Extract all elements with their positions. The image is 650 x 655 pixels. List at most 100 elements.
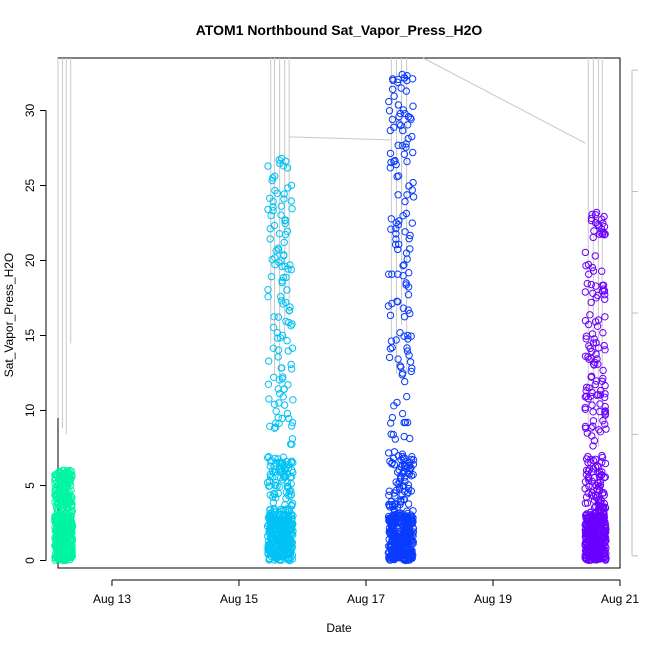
data-point [266, 520, 275, 529]
data-point [401, 197, 409, 206]
data-point [288, 520, 297, 529]
data-point [592, 339, 600, 347]
series-4 [581, 208, 610, 564]
data-point [60, 516, 69, 525]
data-point [402, 249, 411, 257]
data-point [404, 283, 413, 291]
data-point [602, 544, 610, 552]
data-point [265, 477, 273, 485]
data-point [581, 248, 590, 257]
x-tick-label: Aug 13 [93, 592, 131, 606]
data-point [401, 377, 409, 386]
series-3 [384, 70, 418, 565]
data-point [264, 380, 273, 388]
data-point [403, 191, 411, 199]
data-point [397, 455, 405, 464]
data-point [286, 492, 294, 500]
data-point [402, 279, 410, 287]
data-point [278, 364, 286, 372]
data-point [394, 355, 402, 363]
data-point [404, 331, 412, 340]
data-point [407, 367, 415, 376]
data-point [587, 372, 596, 380]
data-point [276, 292, 285, 301]
data-point [409, 148, 417, 157]
data-point [408, 219, 416, 227]
data-point [397, 463, 406, 471]
y-tick-label: 10 [23, 404, 37, 418]
data-point [399, 212, 407, 220]
y-tick-label: 0 [23, 557, 37, 564]
data-point [585, 553, 594, 561]
data-point [271, 261, 279, 269]
data-point [601, 408, 609, 416]
data-point [597, 543, 605, 552]
data-point [269, 344, 277, 352]
data-point [402, 87, 410, 95]
data-point [61, 489, 70, 497]
data-point [582, 530, 590, 539]
data-point [288, 205, 296, 213]
data-point [390, 402, 398, 410]
data-point [391, 435, 399, 443]
data-point [269, 207, 277, 215]
data-point [277, 202, 285, 210]
data-point [283, 337, 291, 345]
data-point [399, 304, 408, 312]
data-point [394, 298, 402, 306]
data-point [391, 156, 399, 165]
data-point [388, 85, 397, 94]
data-point [591, 380, 599, 389]
data-point [287, 197, 295, 205]
data-point [596, 400, 604, 408]
data-point [280, 385, 288, 394]
right-tick-label: 200 [647, 60, 650, 80]
data-point [53, 471, 62, 480]
data-point [386, 164, 394, 172]
data-point [274, 313, 283, 321]
data-point [271, 481, 279, 489]
data-point [388, 270, 396, 278]
data-point [588, 401, 596, 409]
data-point [395, 120, 403, 128]
data-point [601, 459, 610, 468]
data-point [276, 474, 285, 482]
data-point [408, 364, 416, 372]
data-point [600, 287, 609, 295]
data-point [406, 358, 415, 366]
data-point [275, 547, 283, 555]
data-point [59, 512, 67, 521]
data-point [406, 245, 414, 253]
series-1 [51, 466, 77, 565]
data-point [399, 126, 407, 135]
data-point [388, 459, 396, 467]
data-point [268, 467, 277, 475]
data-point [287, 365, 296, 373]
data-point [277, 526, 285, 534]
data-point [398, 461, 407, 469]
data-point [283, 515, 292, 524]
axes: 0 5 10 15 20 25 30 Aug 13 Aug 15 Aug 17 Aug 19 Aug … [23, 60, 650, 606]
data-point [279, 273, 288, 282]
data-point [265, 395, 273, 403]
data-point [388, 515, 396, 523]
x-axis-label: Date [326, 621, 352, 635]
pressure-connector [422, 57, 586, 144]
data-point [588, 517, 596, 525]
data-point [582, 511, 590, 520]
data-point [596, 507, 604, 516]
data-point [264, 549, 272, 558]
data-point [589, 289, 597, 297]
data-point [281, 219, 289, 228]
data-point [274, 353, 282, 361]
data-point [403, 418, 412, 427]
data-point [582, 332, 591, 340]
data-point [404, 306, 412, 314]
data-point [288, 422, 296, 430]
data-point [392, 230, 400, 238]
data-point [408, 547, 416, 555]
data-point [394, 245, 402, 254]
data-point [280, 238, 288, 247]
data-point [288, 499, 297, 508]
data-point [288, 418, 297, 427]
